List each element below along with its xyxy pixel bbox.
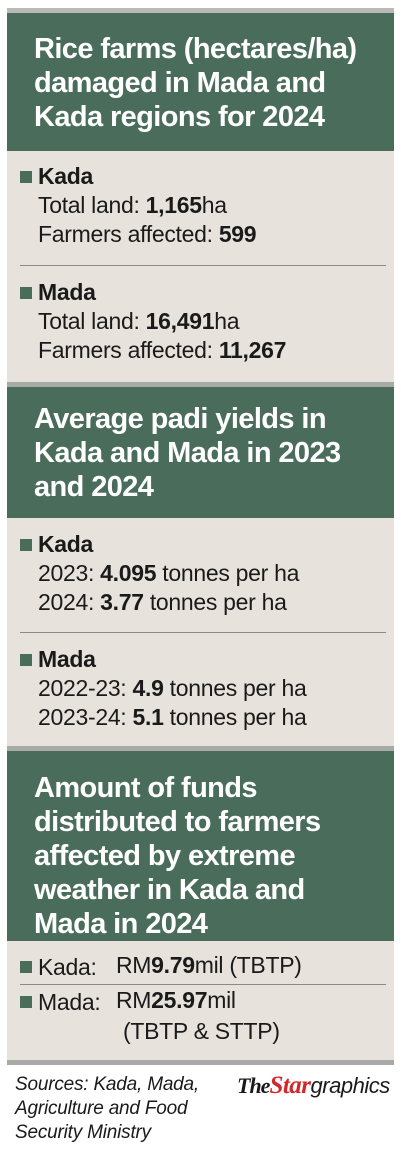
section-header-damaged-farms: Rice farms (hectares/ha) damaged in Mada…	[7, 13, 394, 151]
stat-row: Total land: 1,165ha	[38, 192, 227, 218]
divider	[20, 632, 386, 633]
group-name: Kada	[38, 531, 94, 557]
stat-row: Farmers affected: 599	[38, 221, 257, 247]
section-separator	[7, 382, 394, 387]
divider	[20, 265, 386, 266]
stat-row: Farmers affected: 11,267	[38, 337, 287, 363]
square-bullet-icon	[20, 996, 32, 1008]
fund-region: Mada:	[38, 988, 101, 1015]
group-name: Mada	[38, 279, 96, 305]
section-header-padi-yields: Average padi yields in Kada and Mada in …	[7, 387, 394, 518]
section-title: Rice farms (hectares/ha) damaged in Mada…	[34, 33, 357, 133]
fund-note: (TBTP & STTP)	[123, 1017, 280, 1044]
thestar-graphics-logo: TheStargraphics	[237, 1072, 390, 1099]
section-title: Amount of funds distributed to farmers a…	[34, 772, 321, 940]
group-kada-damage: Kada Total land: 1,165ha Farmers affecte…	[20, 162, 257, 249]
fund-row-mada: Mada: RM25.97mil (TBTP & STTP)	[20, 986, 280, 1046]
stat-row: 2023-24: 5.1 tonnes per ha	[38, 704, 307, 730]
stat-row: 2022-23: 4.9 tonnes per ha	[38, 675, 307, 701]
square-bullet-icon	[20, 538, 32, 551]
section-title: Average padi yields in Kada and Mada in …	[34, 403, 341, 503]
stat-row: 2024: 3.77 tonnes per ha	[38, 589, 287, 615]
stat-row: 2023: 4.095 tonnes per ha	[38, 560, 300, 586]
top-rule	[7, 8, 394, 13]
fund-row-kada: Kada: RM9.79mil (TBTP)	[20, 951, 302, 982]
square-bullet-icon	[20, 961, 32, 973]
stat-row: Total land: 16,491ha	[38, 308, 240, 334]
section-header-funds: Amount of funds distributed to farmers a…	[7, 751, 394, 941]
group-mada-yields: Mada 2022-23: 4.9 tonnes per ha 2023-24:…	[20, 645, 307, 732]
group-kada-yields: Kada 2023: 4.095 tonnes per ha 2024: 3.7…	[20, 530, 299, 617]
fund-region: Kada:	[38, 953, 97, 980]
section-separator	[7, 746, 394, 751]
sources-note: Sources: Kada, Mada, Agriculture and Foo…	[15, 1074, 199, 1143]
square-bullet-icon	[20, 653, 32, 666]
square-bullet-icon	[20, 286, 32, 299]
bottom-rule	[7, 1060, 394, 1065]
group-name: Mada	[38, 646, 96, 672]
divider	[20, 984, 386, 985]
group-mada-damage: Mada Total land: 16,491ha Farmers affect…	[20, 278, 286, 365]
square-bullet-icon	[20, 170, 32, 183]
infographic-card: Rice farms (hectares/ha) damaged in Mada…	[7, 8, 394, 1065]
group-name: Kada	[38, 163, 94, 189]
